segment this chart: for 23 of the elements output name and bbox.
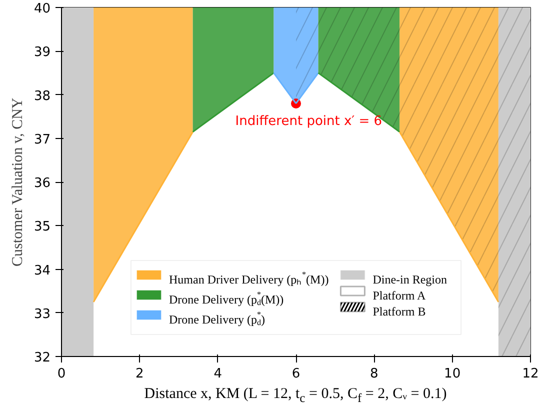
x-tick-label: 12 (522, 366, 539, 382)
y-tick-label: 38 (34, 88, 51, 104)
y-tick-label: 34 (34, 263, 51, 278)
y-tick-label: 40 (34, 2, 51, 16)
legend-label: Dine-in Region (372, 272, 448, 286)
y-tick-label: 37 (34, 132, 51, 148)
x-tick-label: 6 (292, 366, 300, 382)
y-tick-label: 33 (34, 306, 51, 322)
x-tick-label: 10 (444, 366, 461, 382)
legend-label: Human Driver Delivery (pₕ*(M)) (168, 270, 329, 286)
x-tick-label: 0 (57, 366, 66, 382)
x-axis-title: Distance x, KM (L = 12, t$_{c}$ = 0.5, C$_{f}$ = 2, Cᵥ = 0.1) (144, 385, 447, 407)
annotation: Indifferent point x′ = 6 (235, 114, 382, 129)
legend-label: Platform B (372, 304, 426, 318)
x-tick-label: 4 (214, 366, 222, 382)
y-tick-label: 39 (34, 45, 51, 60)
y-tick-label: 32 (34, 350, 51, 366)
legend-label: Platform A (372, 288, 426, 302)
y-tick-label: 35 (34, 220, 51, 235)
y-tick-label: 36 (34, 176, 51, 191)
x-tick-label: 2 (136, 366, 144, 382)
x-tick-label: 8 (370, 366, 378, 382)
y-axis-title: Customer Valuation v, CNY (10, 98, 26, 267)
